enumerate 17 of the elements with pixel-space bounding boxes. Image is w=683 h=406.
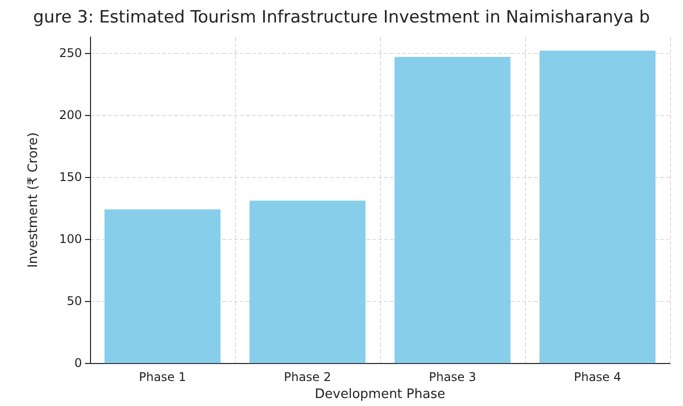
y-tick-label: 0 bbox=[74, 356, 82, 370]
y-tick-label: 50 bbox=[66, 294, 82, 308]
bar bbox=[250, 200, 366, 364]
y-tick-label: 200 bbox=[59, 108, 82, 122]
x-tick-label: Phase 1 bbox=[138, 370, 186, 384]
y-tick-label: 250 bbox=[59, 46, 82, 60]
y-tick-label: 150 bbox=[59, 170, 82, 184]
chart-title: gure 3: Estimated Tourism Infrastructure Investment in Naimisharanya b bbox=[33, 8, 650, 28]
x-axis-title: Development Phase bbox=[314, 387, 446, 402]
x-tick-label: Phase 4 bbox=[574, 370, 622, 384]
y-axis-title: Investment (₹ Crore) bbox=[26, 132, 41, 268]
bar bbox=[394, 56, 510, 364]
x-tick-label: Phase 3 bbox=[428, 370, 476, 384]
y-tick-label: 100 bbox=[59, 232, 82, 246]
bar bbox=[104, 209, 220, 364]
x-tick-label: Phase 2 bbox=[284, 370, 332, 384]
bar bbox=[540, 50, 656, 364]
